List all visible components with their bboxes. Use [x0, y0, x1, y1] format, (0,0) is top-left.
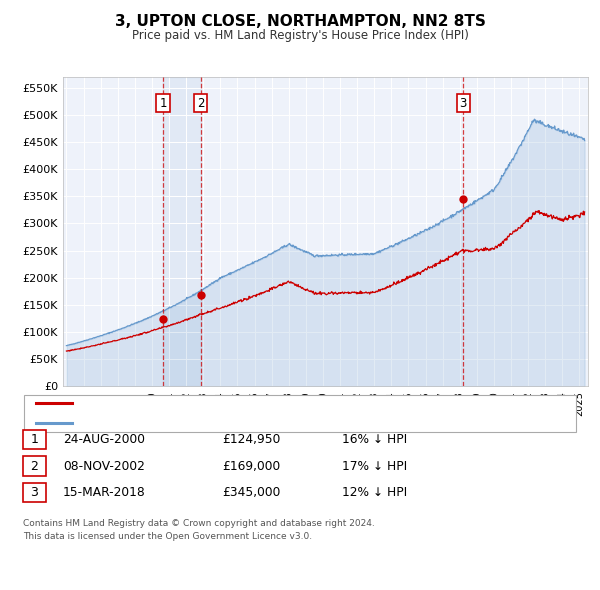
Text: 24-AUG-2000: 24-AUG-2000	[63, 433, 145, 446]
Text: 3: 3	[460, 97, 467, 110]
Text: 1: 1	[159, 97, 167, 110]
Text: 16% ↓ HPI: 16% ↓ HPI	[342, 433, 407, 446]
Text: 17% ↓ HPI: 17% ↓ HPI	[342, 460, 407, 473]
Text: Contains HM Land Registry data © Crown copyright and database right 2024.: Contains HM Land Registry data © Crown c…	[23, 519, 374, 529]
Text: 2: 2	[197, 97, 205, 110]
Text: 08-NOV-2002: 08-NOV-2002	[63, 460, 145, 473]
Text: 3, UPTON CLOSE, NORTHAMPTON, NN2 8TS: 3, UPTON CLOSE, NORTHAMPTON, NN2 8TS	[115, 14, 485, 30]
Text: 12% ↓ HPI: 12% ↓ HPI	[342, 486, 407, 499]
Text: £124,950: £124,950	[222, 433, 280, 446]
Bar	[163, 77, 200, 386]
Text: Price paid vs. HM Land Registry's House Price Index (HPI): Price paid vs. HM Land Registry's House …	[131, 29, 469, 42]
Text: 3: 3	[30, 486, 38, 499]
Text: 2: 2	[30, 460, 38, 473]
Text: 1: 1	[30, 433, 38, 446]
Text: HPI: Average price, detached house, West Northamptonshire: HPI: Average price, detached house, West…	[79, 418, 411, 428]
Text: 15-MAR-2018: 15-MAR-2018	[63, 486, 146, 499]
Text: £169,000: £169,000	[222, 460, 280, 473]
Text: £345,000: £345,000	[222, 486, 280, 499]
Text: This data is licensed under the Open Government Licence v3.0.: This data is licensed under the Open Gov…	[23, 532, 312, 542]
Text: 3, UPTON CLOSE, NORTHAMPTON, NN2 8TS (detached house): 3, UPTON CLOSE, NORTHAMPTON, NN2 8TS (de…	[79, 398, 416, 408]
